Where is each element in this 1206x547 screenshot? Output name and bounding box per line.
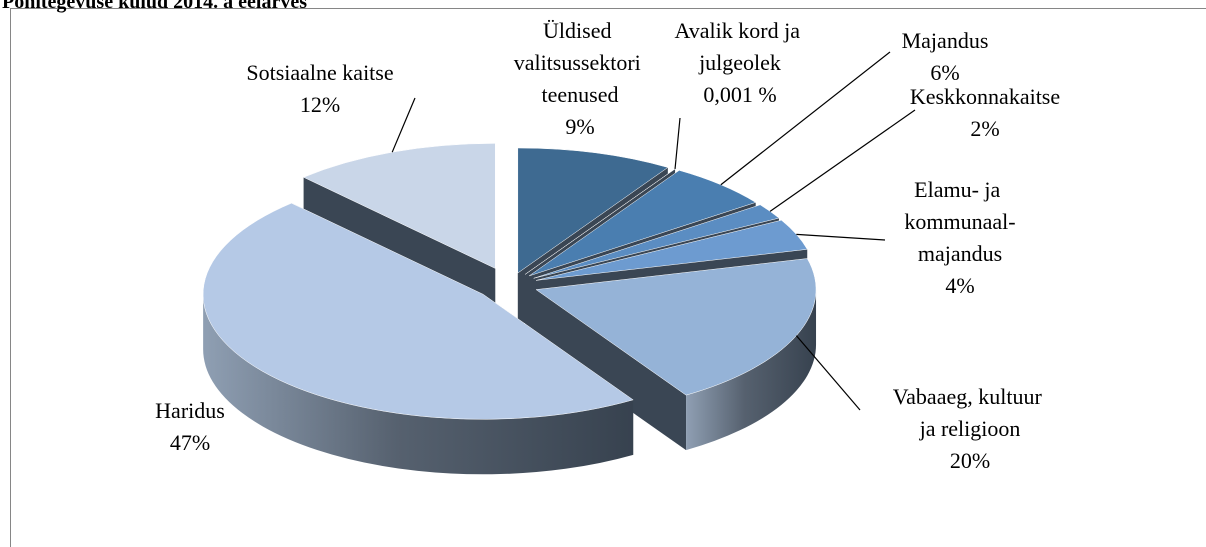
slice-label: Vabaaeg, kultuur ja religioon bbox=[893, 384, 1048, 441]
slice-value-label: 9% bbox=[565, 114, 594, 139]
slice-side bbox=[536, 289, 687, 451]
leader-line bbox=[391, 97, 416, 153]
slice-label: Keskkonnakaitse bbox=[910, 84, 1060, 109]
slice-label: Haridus bbox=[155, 398, 225, 423]
slice bbox=[517, 147, 669, 274]
slice-value-label: 20% bbox=[950, 448, 990, 473]
leader-line bbox=[769, 109, 916, 212]
slice bbox=[202, 202, 634, 420]
leader-line bbox=[795, 335, 861, 411]
slice bbox=[302, 143, 496, 269]
leader-line bbox=[720, 51, 891, 186]
slice-label: Avalik kord ja julgeolek bbox=[675, 18, 806, 75]
slice-value-label: 6% bbox=[930, 60, 959, 85]
slice-value-label: 4% bbox=[945, 273, 974, 298]
slice-label: Üldised valitsussektori teenused bbox=[514, 18, 647, 107]
slice-value-label: 12% bbox=[300, 92, 340, 117]
slice-label: Elamu- ja kommunaal-majandus bbox=[904, 177, 1015, 266]
slice-label: Majandus bbox=[902, 28, 989, 53]
chart-title: Põhitegevuse kulud 2014. a eelarves bbox=[2, 0, 307, 13]
slice bbox=[529, 170, 757, 277]
slice-value-label: 0,001 % bbox=[703, 82, 776, 107]
slice-value-label: 2% bbox=[970, 116, 999, 141]
leader-line bbox=[796, 233, 886, 241]
leader-line bbox=[674, 117, 681, 169]
slice-side bbox=[203, 294, 634, 475]
slice-label: Sotsiaalne kaitse bbox=[246, 60, 393, 85]
slice-value-label: 47% bbox=[170, 430, 210, 455]
